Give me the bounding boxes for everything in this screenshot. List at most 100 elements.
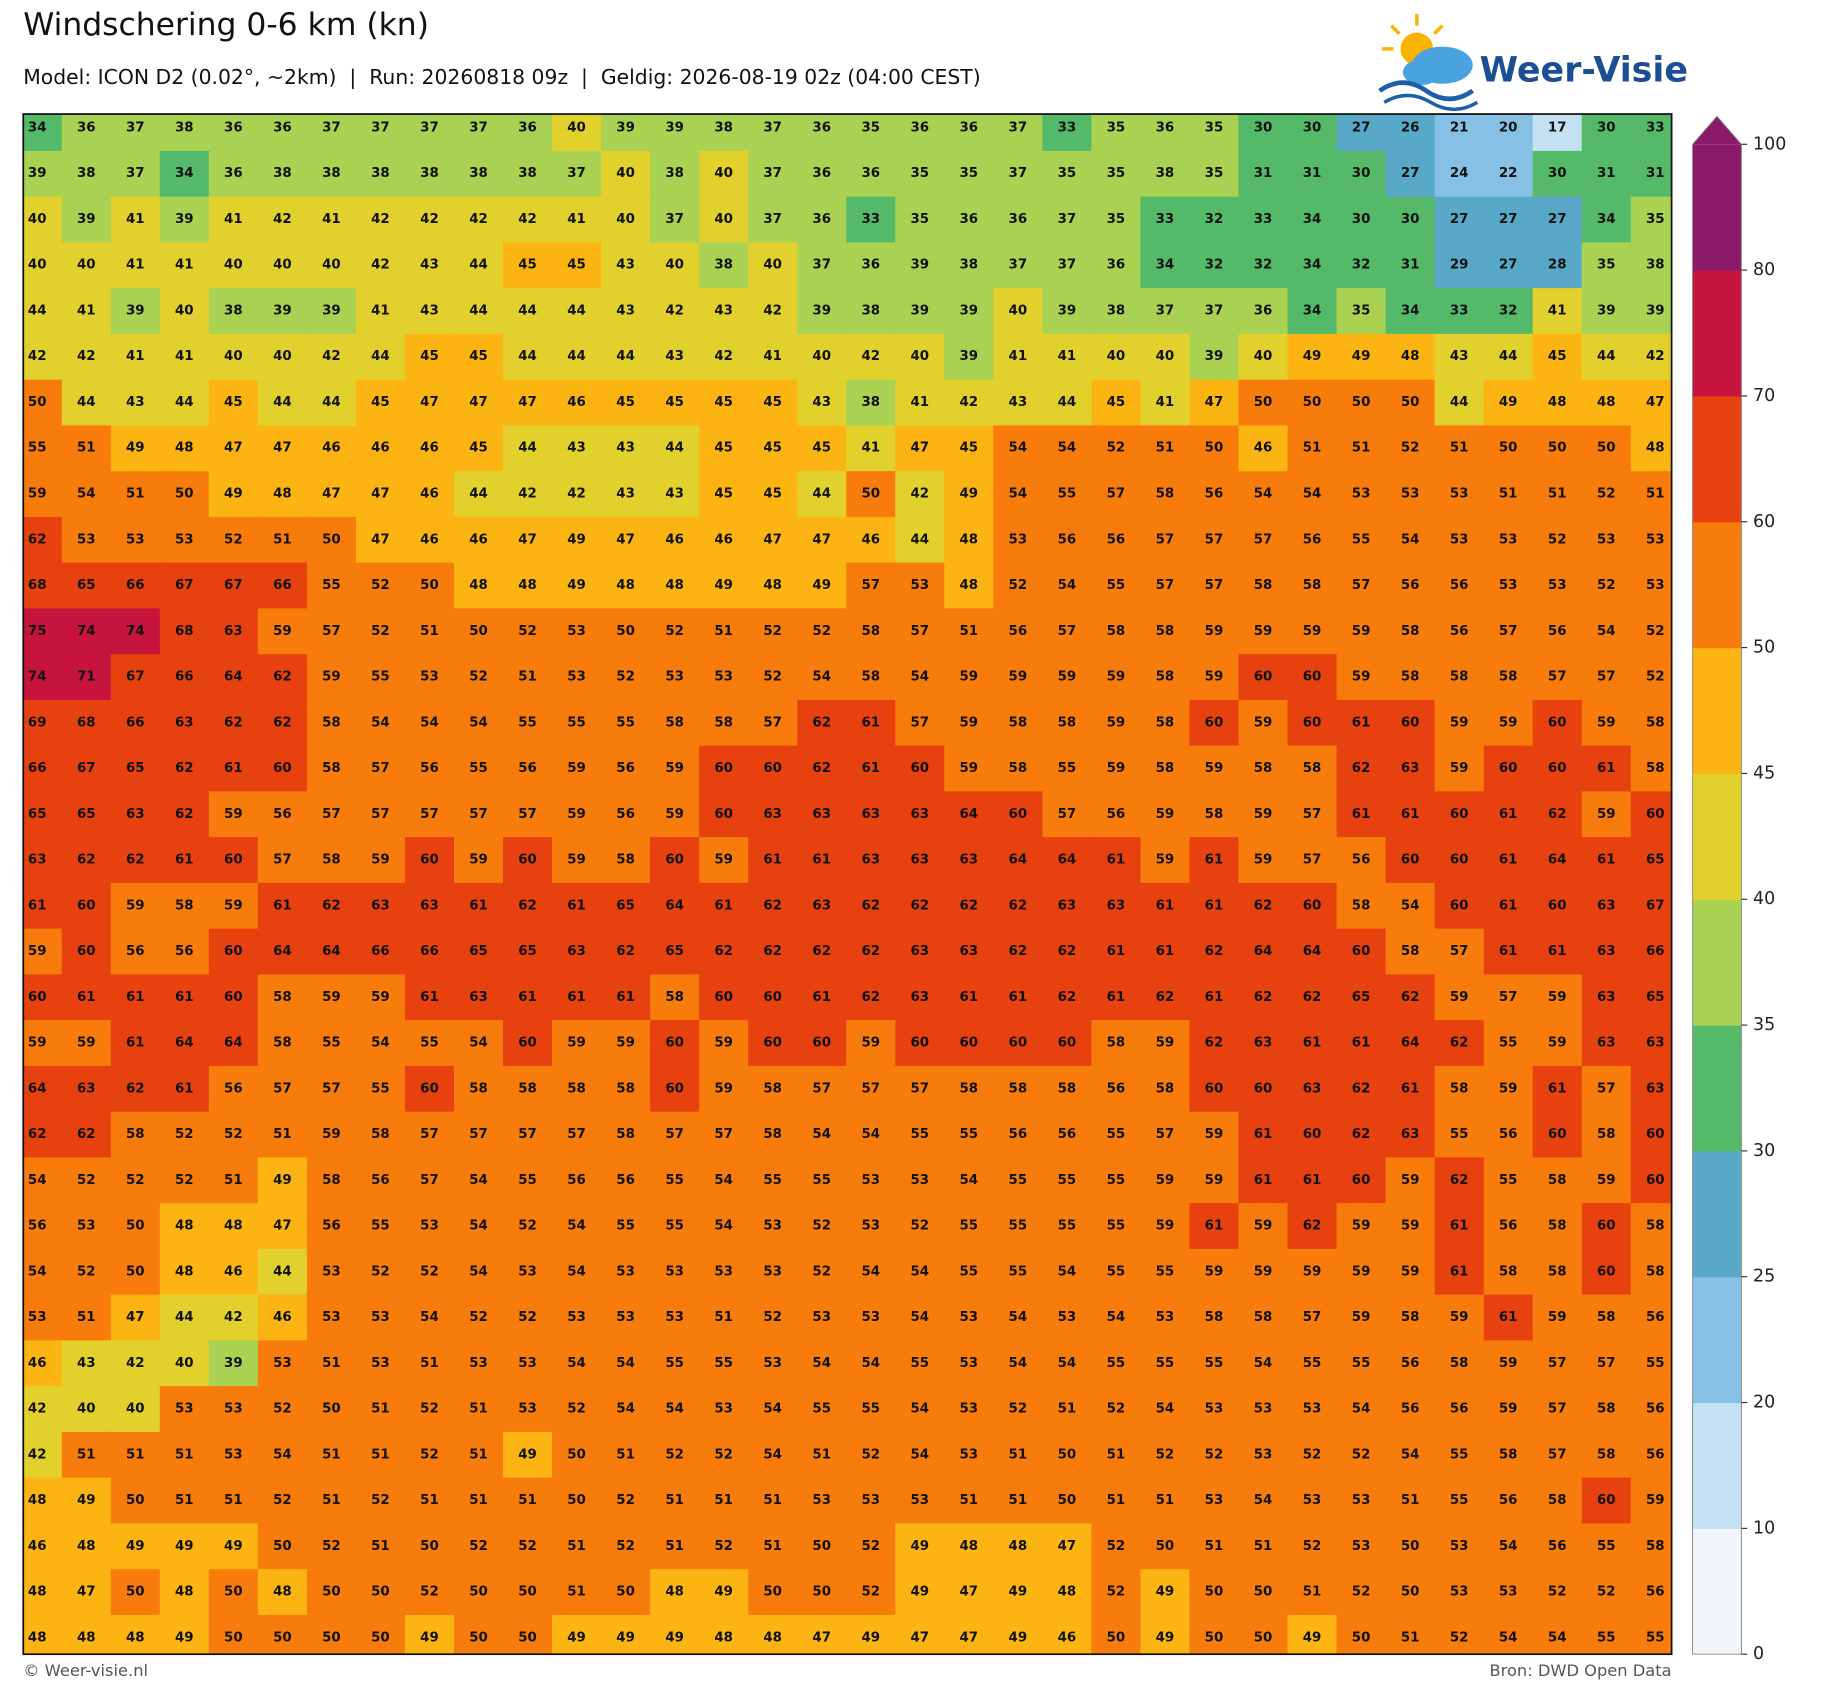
cell-value: 48 <box>175 1264 194 1279</box>
grid-cell <box>61 745 112 793</box>
grid-cell <box>61 1477 112 1525</box>
grid-cell <box>650 1111 700 1159</box>
grid-cell <box>23 1431 63 1479</box>
grid-cell <box>993 1065 1044 1113</box>
cell-value: 49 <box>567 532 586 547</box>
cell-value: 48 <box>28 1585 47 1600</box>
cell-value: 42 <box>518 487 537 502</box>
grid-cell <box>503 1157 553 1204</box>
cell-value: 47 <box>763 532 782 547</box>
grid-cell <box>846 791 896 838</box>
cell-value: 52 <box>1646 624 1665 639</box>
cell-value: 63 <box>910 944 929 959</box>
cell-value: 30 <box>1254 121 1273 136</box>
cell-value: 62 <box>273 670 292 685</box>
grid-cell <box>404 837 455 884</box>
grid-cell <box>355 150 406 198</box>
grid-cell <box>1483 1020 1534 1067</box>
grid-cell <box>1140 1020 1191 1067</box>
cell-value: 53 <box>1205 1402 1224 1417</box>
cell-value: 53 <box>763 1219 782 1234</box>
grid-cell <box>110 1157 161 1204</box>
grid-cell <box>159 1431 210 1479</box>
colorbar-segment <box>1692 270 1742 397</box>
cell-value: 53 <box>126 532 145 547</box>
cell-value: 62 <box>1352 1127 1371 1142</box>
cell-value: 55 <box>1646 1630 1665 1645</box>
grid-cell <box>23 974 63 1021</box>
grid-cell <box>797 837 847 884</box>
cell-value: 55 <box>910 1356 929 1371</box>
cell-value: 38 <box>469 166 488 181</box>
grid-cell <box>1238 242 1289 289</box>
grid-cell <box>1630 379 1672 427</box>
grid-cell <box>993 1569 1044 1616</box>
cell-value: 63 <box>1254 1036 1273 1051</box>
grid-cell <box>846 1111 896 1159</box>
cell-value: 38 <box>175 121 194 136</box>
cell-value: 67 <box>224 578 243 593</box>
cell-value: 61 <box>1205 990 1224 1005</box>
grid-cell <box>797 471 847 518</box>
colorbar-segment <box>1692 521 1742 649</box>
cell-value: 52 <box>1156 1447 1175 1462</box>
grid-cell <box>699 1157 749 1204</box>
cell-value: 41 <box>77 304 96 319</box>
grid-cell <box>1042 1065 1093 1113</box>
grid-cell <box>1385 1203 1436 1250</box>
grid-cell <box>601 699 651 747</box>
cell-value: 54 <box>812 670 831 685</box>
cell-value: 42 <box>861 349 880 364</box>
grid-cell <box>1581 1340 1632 1387</box>
grid-cell <box>1483 974 1534 1021</box>
cell-value: 46 <box>1058 1630 1077 1645</box>
grid-cell <box>552 699 602 747</box>
cell-value: 31 <box>1401 258 1420 273</box>
cell-value: 59 <box>1352 1264 1371 1279</box>
grid-cell <box>1091 608 1142 655</box>
grid-cell <box>1581 1203 1632 1250</box>
grid-cell <box>944 242 995 289</box>
grid-cell <box>453 882 504 930</box>
cell-value: 63 <box>1401 1127 1420 1142</box>
cell-value: 63 <box>371 898 390 913</box>
cell-value: 56 <box>175 944 194 959</box>
cell-value: 64 <box>960 807 979 822</box>
cell-value: 63 <box>1646 1081 1665 1096</box>
grid-cell <box>257 150 308 198</box>
cell-value: 59 <box>1254 715 1273 730</box>
grid-cell <box>552 242 602 289</box>
cell-value: 57 <box>1254 532 1273 547</box>
colorbar-segment <box>1692 1276 1742 1404</box>
cell-value: 59 <box>714 1036 733 1051</box>
cell-value: 51 <box>1156 441 1175 456</box>
grid-cell <box>993 1523 1044 1570</box>
grid-cell <box>1091 1386 1142 1433</box>
cell-value: 51 <box>420 624 439 639</box>
grid-cell <box>1581 699 1632 747</box>
cell-value: 47 <box>1058 1539 1077 1554</box>
grid-cell <box>797 1111 847 1159</box>
grid-cell <box>1238 1294 1289 1342</box>
cell-value: 39 <box>910 258 929 273</box>
cell-value: 49 <box>1009 1585 1028 1600</box>
grid-cell <box>1238 425 1289 472</box>
cell-value: 64 <box>1303 944 1322 959</box>
cell-value: 50 <box>1107 1630 1126 1645</box>
grid-cell <box>23 1340 63 1387</box>
grid-cell <box>1532 1431 1583 1479</box>
cell-value: 40 <box>1107 349 1126 364</box>
cell-value: 63 <box>1597 898 1616 913</box>
grid-cell <box>159 242 210 289</box>
cell-value: 50 <box>224 1630 243 1645</box>
colorbar-segment <box>1692 1025 1742 1152</box>
grid-cell <box>23 516 63 564</box>
grid-cell <box>1434 1111 1485 1159</box>
grid-cell <box>993 1111 1044 1159</box>
cell-value: 56 <box>1646 1402 1665 1417</box>
cell-value: 60 <box>77 898 96 913</box>
cell-value: 74 <box>126 624 145 639</box>
grid-cell <box>1189 1294 1240 1342</box>
cell-value: 51 <box>420 1493 439 1508</box>
cell-value: 59 <box>665 807 684 822</box>
